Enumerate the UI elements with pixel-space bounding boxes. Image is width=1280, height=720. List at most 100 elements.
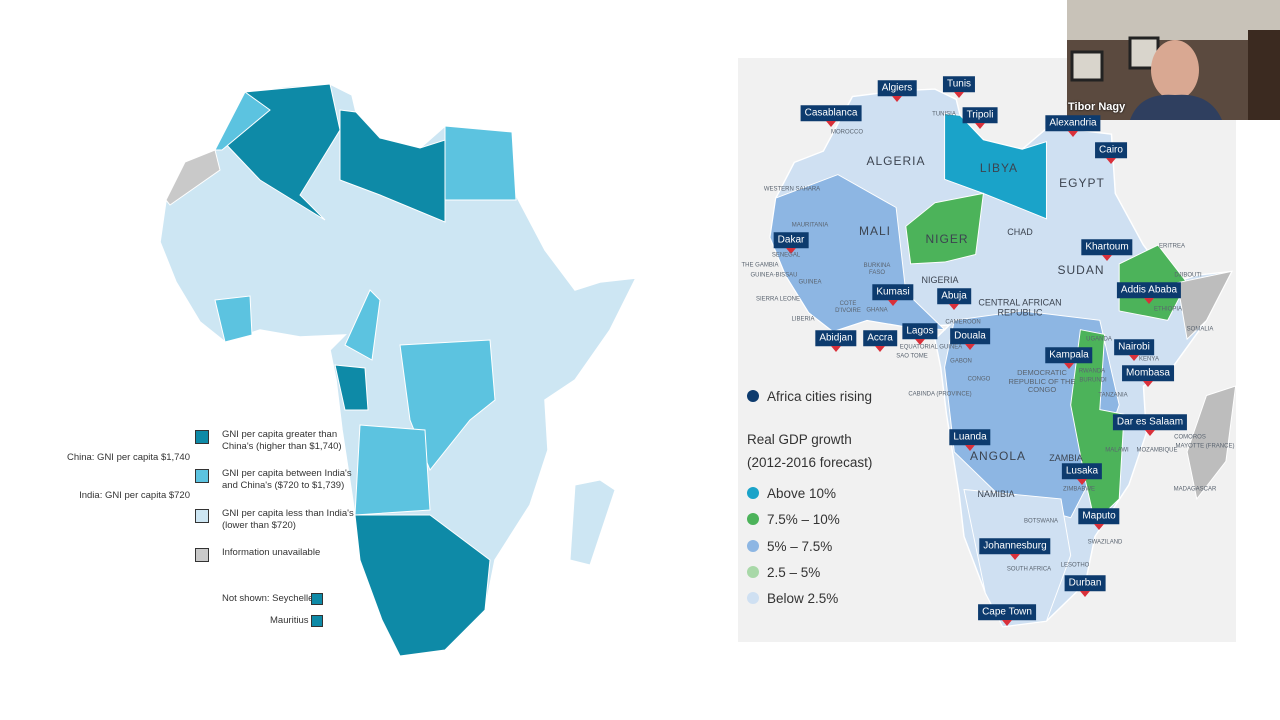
country-label: CABINDA (PROVINCE): [908, 391, 972, 398]
legend-dot: [747, 592, 759, 605]
legend-swatch: [195, 430, 209, 444]
legend-dot: [747, 513, 759, 526]
city-label: Lagos: [902, 323, 938, 339]
city-label: Kampala: [1045, 347, 1093, 363]
city-marker: [1010, 554, 1020, 560]
city-label: Abuja: [937, 288, 971, 304]
city-label: Kumasi: [872, 284, 914, 300]
city-label: Cape Town: [978, 604, 1036, 620]
legend-label: Above 10%: [767, 486, 837, 501]
city-marker: [1102, 255, 1112, 261]
city-marker: [965, 344, 975, 350]
country-label: GHANA: [866, 307, 888, 314]
legend-subtitle: (2012-2016 forecast): [747, 455, 873, 470]
country-label: MADAGASCAR: [1173, 486, 1217, 493]
legend-title: Real GDP growth: [747, 432, 852, 447]
country-label: SIERRA LEONE: [755, 296, 801, 303]
country-label: NIGERIA: [921, 274, 959, 285]
legend-dot: [747, 539, 759, 552]
threshold-label: India: GNI per capita $720: [79, 490, 190, 501]
legend-label: GNI per capita greater than China's (hig…: [222, 429, 342, 452]
not-shown-swatch: [311, 615, 323, 627]
country-label: ERITREA: [1158, 243, 1186, 250]
country-label: THE GAMBIA: [741, 262, 779, 269]
country-label: MAURITANIA: [791, 222, 829, 229]
country-label: BOTSWANA: [1023, 518, 1059, 525]
country-label: MOROCCO: [831, 129, 863, 136]
city-marker: [1106, 158, 1116, 164]
country-label: LIBYA: [979, 161, 1019, 176]
city-label: Nairobi: [1114, 339, 1154, 355]
country-label: ETHIOPIA: [1153, 306, 1183, 313]
legend-dot: [747, 565, 759, 578]
country-label: ZIMBABWE: [1062, 486, 1096, 493]
city-marker: [1129, 355, 1139, 361]
country-label: CENTRAL AFRICAN REPUBLIC: [978, 297, 1062, 318]
legend-label: GNI per capita less than India's (lower …: [222, 508, 354, 531]
city-marker: [831, 346, 841, 352]
city-marker: [954, 92, 964, 98]
city-label: Accra: [863, 330, 897, 346]
city-marker: [1002, 620, 1012, 626]
country-label: ANGOLA: [969, 449, 1027, 464]
city-label: Casablanca: [800, 105, 862, 121]
city-label: Mombasa: [1122, 365, 1174, 381]
threshold-label: China: GNI per capita $1,740: [66, 452, 190, 463]
legend-label: GNI per capita between India's and China…: [222, 468, 352, 491]
country-label: LESOTHO: [1060, 562, 1090, 569]
not-shown-label: Mauritius: [270, 615, 309, 626]
webcam: [1067, 0, 1280, 120]
city-marker: [1064, 363, 1074, 369]
country-label: DEMOCRATIC REPUBLIC OF THE CONGO: [1008, 368, 1076, 395]
country-label: NIGER: [925, 232, 969, 247]
city-marker: [1145, 430, 1155, 436]
country-label: SUDAN: [1057, 263, 1105, 278]
cities-legend-dot: [747, 390, 759, 402]
country-label: UGANDA: [1086, 336, 1112, 343]
legend-dot: [747, 487, 759, 499]
city-label: Dar es Salaam: [1112, 414, 1188, 430]
city-marker: [949, 304, 959, 310]
city-marker: [1077, 479, 1087, 485]
legend-swatch: [195, 509, 209, 523]
country-label: SOMALIA: [1186, 326, 1214, 333]
city-label: Abidjan: [815, 330, 857, 346]
legend-label: 7.5% – 10%: [767, 512, 840, 528]
country-label: DJIBOUTI: [1174, 272, 1202, 279]
city-marker: [786, 248, 796, 254]
country-label: SAO TOME: [896, 353, 928, 360]
country-label: SWAZILAND: [1087, 539, 1123, 546]
country-label: CONGO: [967, 376, 991, 383]
city-label: Tripoli: [962, 107, 998, 123]
city-marker: [915, 339, 925, 345]
city-label: Addis Ababa: [1116, 282, 1182, 298]
city-label: Tunis: [942, 76, 976, 92]
country-label: ALGERIA: [866, 154, 926, 169]
country-label: EQUATORIAL GUINEA: [899, 344, 963, 351]
legend-label: Information unavailable: [222, 547, 321, 558]
city-marker: [1068, 131, 1078, 137]
city-label: Cairo: [1095, 142, 1127, 158]
city-marker: [1144, 298, 1154, 304]
city-marker: [888, 300, 898, 306]
legend-label: 2.5 – 5%: [767, 564, 821, 580]
city-label: Khartoum: [1081, 239, 1133, 255]
not-shown-label: Not shown: Seychelles: [222, 593, 319, 604]
country-label: LIBERIA: [791, 316, 815, 323]
city-marker: [1080, 591, 1090, 597]
legend-label: Below 2.5%: [767, 591, 839, 607]
not-shown-swatch: [311, 593, 323, 605]
country-label: TUNISIA: [932, 111, 956, 118]
city-marker: [826, 121, 836, 127]
country-label: TANZANIA: [1098, 392, 1128, 399]
cities-legend-label: Africa cities rising: [767, 389, 873, 404]
country-label: SOUTH AFRICA: [1006, 566, 1052, 573]
country-label: ZAMBIA: [1049, 452, 1083, 463]
country-label: COTE D'IVOIRE: [835, 301, 861, 314]
city-label: Lusaka: [1061, 463, 1103, 479]
country-label: RWANDA: [1078, 368, 1106, 375]
country-label: MAYOTTE (FRANCE): [1175, 443, 1235, 450]
country-label: GUINEA: [798, 279, 822, 286]
